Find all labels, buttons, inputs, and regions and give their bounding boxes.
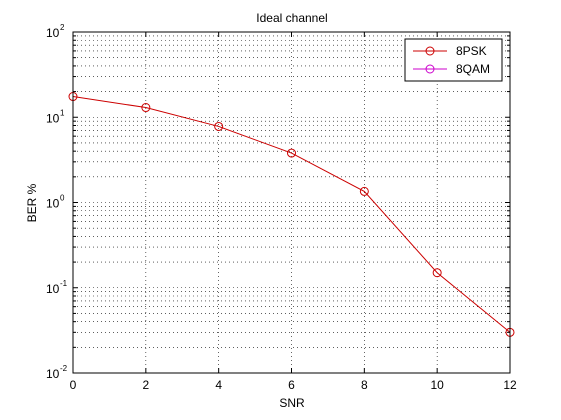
data-point: [141, 103, 151, 113]
x-axis-label: SNR: [279, 396, 305, 410]
x-tick-label: 6: [288, 378, 295, 392]
x-tick-label: 8: [361, 378, 368, 392]
data-point: [287, 148, 296, 158]
y-tick-exponent: 2: [60, 23, 65, 32]
chart-title: Ideal channel: [256, 11, 327, 25]
legend-entry: 8PSK: [413, 44, 487, 58]
x-tick-label: 2: [142, 378, 149, 392]
y-tick-exponent: 1: [60, 108, 65, 117]
series-line-8psk: [72, 96, 511, 333]
y-tick-label: 10 2: [46, 23, 65, 40]
axis-ticks: [72, 31, 511, 374]
legend: 8PSK 8QAM: [404, 38, 503, 82]
x-tick-labels: 0 2 4 6 8 10 12: [70, 378, 517, 392]
y-tick-base: 10: [46, 282, 60, 296]
legend-label: 8QAM: [456, 62, 490, 76]
y-tick-base: 10: [46, 197, 60, 211]
legend-marker-swatch: [425, 46, 435, 56]
legend-box: [404, 38, 503, 82]
y-tick-label: 10 1: [46, 108, 65, 125]
y-tick-label: 10 -1: [46, 279, 68, 296]
legend-marker-swatch: [425, 64, 435, 74]
x-tick-label: 10: [430, 378, 444, 392]
y-tick-label: 10 0: [46, 194, 65, 211]
legend-entry: 8QAM: [413, 62, 490, 76]
legend-label: 8PSK: [456, 44, 487, 58]
y-tick-base: 10: [46, 367, 60, 381]
y-tick-exponent: -2: [60, 364, 68, 373]
y-tick-exponent: 0: [60, 194, 65, 203]
data-point: [432, 268, 442, 278]
data-point: [214, 121, 224, 131]
y-tick-label: 10 -2: [46, 364, 68, 381]
y-tick-exponent: -1: [60, 279, 68, 288]
y-tick-base: 10: [46, 111, 60, 125]
y-axis-label: BER %: [25, 183, 39, 222]
x-tick-label: 0: [70, 378, 77, 392]
data-point: [359, 186, 369, 196]
y-tick-base: 10: [46, 26, 60, 40]
plot-area: [73, 32, 510, 373]
x-tick-label: 4: [215, 378, 222, 392]
x-tick-label: 12: [503, 378, 517, 392]
series-layer: [68, 92, 515, 337]
